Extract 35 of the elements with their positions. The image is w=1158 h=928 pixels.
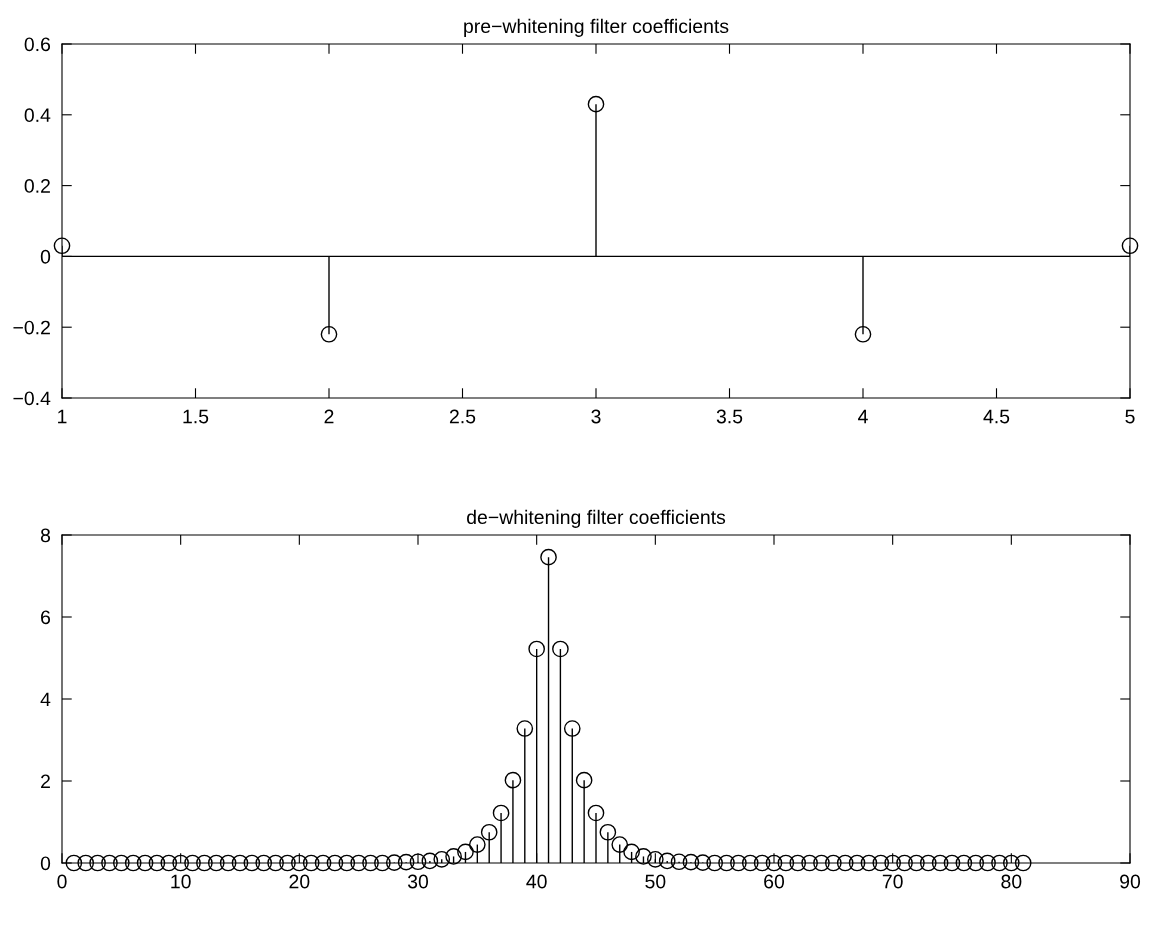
y-tick-label: 0 <box>40 249 51 264</box>
y-tick-label: 0.6 <box>24 37 51 52</box>
x-tick-label: 10 <box>171 874 191 889</box>
y-tick-label: 0.4 <box>24 108 51 123</box>
x-tick-label: 2.5 <box>449 409 476 424</box>
y-tick-label: 0 <box>40 856 51 871</box>
y-tick-label: 4 <box>40 692 51 707</box>
x-tick-label: 4.5 <box>983 409 1010 424</box>
y-tick-label: 6 <box>41 610 51 625</box>
x-tick-label: 20 <box>289 874 310 889</box>
x-tick-label: 40 <box>526 874 547 889</box>
x-tick-label: 3 <box>591 409 601 424</box>
x-tick-label: 4 <box>858 409 868 424</box>
point <box>854 325 872 343</box>
chart-title: de−whitening filter coefficients <box>467 509 726 528</box>
point <box>320 325 338 343</box>
x-tick-label: 60 <box>764 874 785 889</box>
point <box>587 95 605 113</box>
y-tick-label: −0.4 <box>13 391 51 406</box>
x-tick-label: 1.5 <box>183 409 209 424</box>
x-tick-label: 1 <box>58 409 67 424</box>
x-tick-label: 0 <box>57 874 67 889</box>
x-tick-label: 50 <box>645 874 666 889</box>
y-tick-label: −0.2 <box>13 320 50 335</box>
x-tick-label: 70 <box>882 874 903 889</box>
x-tick-label: 5 <box>1125 409 1135 424</box>
y-tick-label: 2 <box>41 774 50 789</box>
y-tick-label: 8 <box>40 528 51 543</box>
x-tick-label: 3.5 <box>716 409 743 424</box>
y-tick-label: 0.2 <box>24 179 50 193</box>
chart-title: pre−whitening filter coefficients <box>464 18 729 37</box>
x-tick-label: 30 <box>407 874 429 889</box>
x-tick-label: 90 <box>1120 874 1141 889</box>
x-tick-label: 80 <box>1001 874 1022 889</box>
x-tick-label: 2 <box>324 409 334 424</box>
